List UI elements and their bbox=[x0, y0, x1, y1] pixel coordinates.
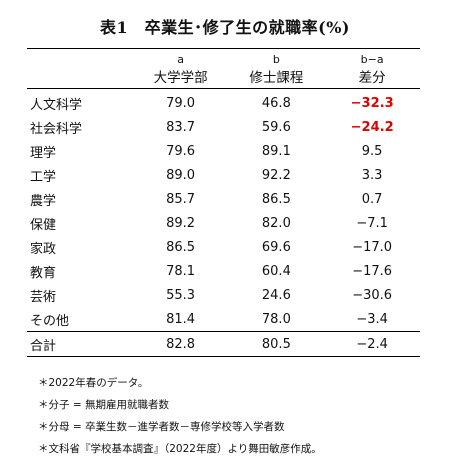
total-masters-cell: 80.5 bbox=[261, 336, 291, 352]
diff-cell-highlight: −32.3 bbox=[350, 95, 394, 111]
field-cell: 理学 bbox=[30, 145, 57, 161]
header-col-b-letter: b bbox=[272, 53, 280, 66]
header-col-b-label: 修士課程 bbox=[249, 70, 304, 86]
diff-cell: 3.3 bbox=[361, 167, 383, 183]
diff-cell: −30.6 bbox=[352, 287, 393, 303]
diff-cell: 9.5 bbox=[361, 143, 383, 159]
header-col-diff-letter: b−a bbox=[360, 53, 384, 66]
field-cell: 家政 bbox=[30, 241, 57, 257]
header-row-labels: 大学学部 修士課程 差分 bbox=[27, 66, 420, 89]
undergrad-cell: 79.0 bbox=[166, 95, 196, 111]
undergrad-cell: 89.2 bbox=[166, 215, 196, 231]
diff-cell: 0.7 bbox=[361, 191, 383, 207]
field-cell: 保健 bbox=[30, 217, 57, 233]
masters-cell: 60.4 bbox=[261, 263, 291, 279]
masters-cell: 86.5 bbox=[261, 191, 291, 207]
header-col-diff-label: 差分 bbox=[358, 70, 386, 86]
diff-cell: −17.0 bbox=[352, 239, 393, 255]
footnote: ＊分母 = 卒業生数－進学者数－専修学校等入学者数 bbox=[38, 421, 285, 433]
table-row: 人文科学 79.0 46.8 −32.3 bbox=[27, 89, 420, 116]
total-undergrad-cell: 82.8 bbox=[166, 336, 196, 352]
footnote: ＊文科省『学校基本調査』（2022年度）より舞田敏彦作成。 bbox=[38, 443, 322, 455]
undergrad-cell: 83.7 bbox=[166, 119, 196, 135]
masters-cell: 69.6 bbox=[261, 239, 291, 255]
table-row: 家政 86.5 69.6 −17.0 bbox=[27, 235, 420, 259]
table-top-rule bbox=[27, 48, 420, 49]
undergrad-cell: 85.7 bbox=[166, 191, 196, 207]
field-cell: 人文科学 bbox=[30, 97, 83, 113]
diff-cell: −3.4 bbox=[356, 311, 388, 327]
table-title: 表1 卒業生･修了生の就職率(%) bbox=[100, 18, 350, 37]
table-row: 保健 89.2 82.0 −7.1 bbox=[27, 211, 420, 235]
masters-cell: 59.6 bbox=[261, 119, 291, 135]
diff-cell-highlight: −24.2 bbox=[350, 119, 394, 135]
total-diff-cell: −2.4 bbox=[356, 336, 388, 352]
header-col-a-letter: a bbox=[177, 53, 184, 66]
masters-cell: 78.0 bbox=[261, 311, 291, 327]
table-row: 農学 85.7 86.5 0.7 bbox=[27, 187, 420, 211]
diff-cell: −17.6 bbox=[352, 263, 393, 279]
header-empty-2 bbox=[27, 66, 133, 89]
undergrad-cell: 86.5 bbox=[166, 239, 196, 255]
table-row: 芸術 55.3 24.6 −30.6 bbox=[27, 283, 420, 307]
header-row-letters: a b b−a bbox=[27, 50, 420, 66]
field-cell: 農学 bbox=[30, 193, 57, 209]
footnote: ＊分子 = 無期雇用就職者数 bbox=[38, 399, 169, 411]
masters-cell: 46.8 bbox=[261, 95, 291, 111]
total-label: 合計 bbox=[30, 338, 57, 354]
footnote: ＊2022年春のデータ。 bbox=[38, 377, 149, 389]
field-cell: 教育 bbox=[30, 265, 57, 281]
masters-cell: 89.1 bbox=[261, 143, 291, 159]
table-row: 工学 89.0 92.2 3.3 bbox=[27, 163, 420, 187]
employment-rate-table: a b b−a 大学学部 修士課程 差分 人文科学 79.0 46.8 −32.… bbox=[27, 50, 420, 357]
masters-cell: 82.0 bbox=[261, 215, 291, 231]
header-col-a-label: 大学学部 bbox=[153, 70, 208, 86]
field-cell: その他 bbox=[30, 313, 70, 329]
total-row: 合計 82.8 80.5 −2.4 bbox=[27, 331, 420, 357]
masters-cell: 24.6 bbox=[261, 287, 291, 303]
field-cell: 工学 bbox=[30, 169, 57, 185]
field-cell: 社会科学 bbox=[30, 121, 83, 137]
undergrad-cell: 81.4 bbox=[166, 311, 196, 327]
undergrad-cell: 79.6 bbox=[166, 143, 196, 159]
field-cell: 芸術 bbox=[30, 289, 57, 305]
table-row: 教育 78.1 60.4 −17.6 bbox=[27, 259, 420, 283]
undergrad-cell: 78.1 bbox=[166, 263, 196, 279]
undergrad-cell: 89.0 bbox=[166, 167, 196, 183]
footnotes: ＊2022年春のデータ。 ＊分子 = 無期雇用就職者数 ＊分母 = 卒業生数－進… bbox=[38, 372, 322, 460]
table-row: 理学 79.6 89.1 9.5 bbox=[27, 139, 420, 163]
table-row: その他 81.4 78.0 −3.4 bbox=[27, 307, 420, 332]
masters-cell: 92.2 bbox=[261, 167, 291, 183]
table-row: 社会科学 83.7 59.6 −24.2 bbox=[27, 115, 420, 139]
header-empty bbox=[27, 50, 133, 66]
undergrad-cell: 55.3 bbox=[166, 287, 196, 303]
diff-cell: −7.1 bbox=[356, 215, 388, 231]
